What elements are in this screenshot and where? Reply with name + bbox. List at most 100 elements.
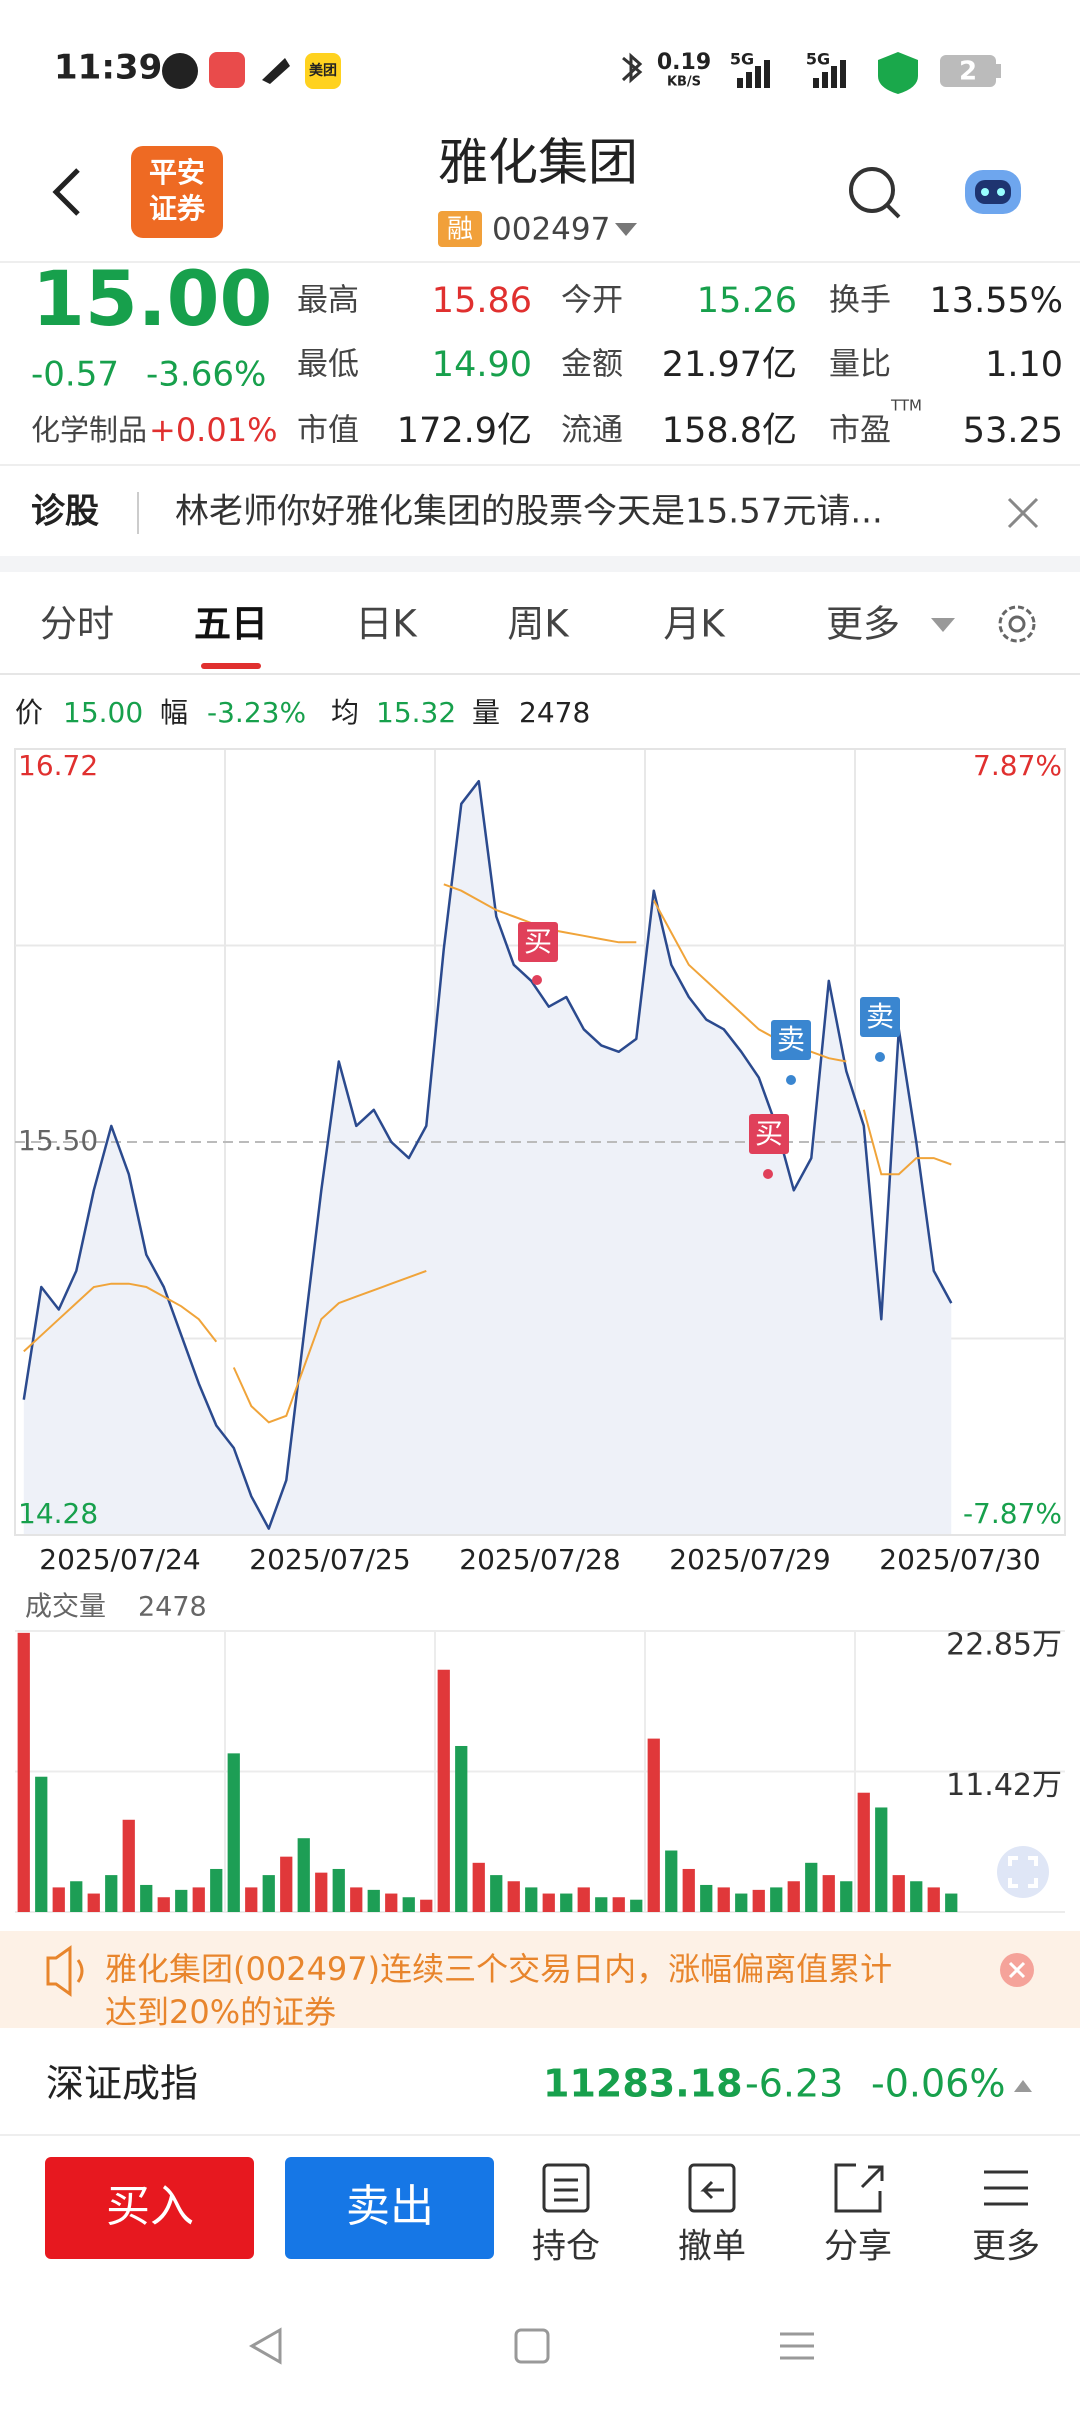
average-line: [652, 899, 847, 1063]
volume-bar: [192, 1887, 205, 1912]
assistant-eye: [997, 188, 1005, 196]
status-app-badge: 美团: [309, 62, 337, 79]
sector-name[interactable]: 化学制品: [31, 413, 147, 447]
volume-bar: [822, 1875, 835, 1912]
volume-bar: [612, 1897, 625, 1912]
tool-label[interactable]: 持仓: [532, 2227, 600, 2267]
volume-bar: [17, 1632, 30, 1912]
status-network: 5G: [730, 50, 754, 69]
assistant-eye: [981, 188, 989, 196]
volume-bar: [927, 1887, 940, 1912]
volume-bar: [420, 1899, 433, 1912]
y-tick-label: 11.42万: [946, 1768, 1062, 1803]
y-tick-label: 14.28: [18, 1497, 98, 1530]
volume-bar: [717, 1887, 730, 1912]
bluetooth-icon: [621, 52, 643, 84]
status-icon: [305, 53, 341, 89]
sell-button[interactable]: [285, 2157, 494, 2259]
status-speed: 0.19: [657, 50, 711, 75]
field-value: 172.9亿: [397, 411, 532, 451]
volume-bar: [630, 1899, 643, 1912]
share-icon[interactable]: [834, 2163, 884, 2213]
trade-marker[interactable]: [771, 1020, 811, 1060]
volume-bar: [315, 1872, 328, 1912]
code-dropdown[interactable]: [615, 223, 637, 236]
tool-label[interactable]: 分享: [824, 2227, 892, 2267]
tab[interactable]: 日K: [355, 603, 418, 646]
signal-icon: [813, 60, 846, 88]
stock-code[interactable]: 002497: [492, 212, 610, 248]
nav-home[interactable]: [514, 2328, 550, 2364]
field-label: 最高: [297, 283, 359, 319]
alert-close-icon: [1008, 1961, 1026, 1979]
volume-bar: [70, 1881, 83, 1912]
volume-bar: [840, 1881, 853, 1912]
fullscreen-button[interactable]: [997, 1846, 1049, 1898]
sector-change: +0.01%: [149, 411, 277, 449]
index-value: 11283.18: [543, 2062, 743, 2106]
alert-text[interactable]: 达到20%的证券: [105, 1993, 336, 2031]
diagnosis-text[interactable]: 林老师你好雅化集团的股票今天是15.57元请...: [175, 492, 883, 532]
stock-name: 雅化集团: [438, 134, 638, 192]
status-icon: [162, 53, 198, 89]
tab[interactable]: 分时: [40, 603, 114, 646]
volume-bar: [682, 1868, 695, 1912]
margin-badge-text: 融: [447, 215, 473, 245]
field-value: 15.86: [432, 281, 532, 321]
holdings-icon[interactable]: [542, 2163, 590, 2213]
search-button[interactable]: [849, 167, 895, 213]
field-sup: TTM: [890, 397, 922, 415]
settings-button[interactable]: [998, 605, 1036, 643]
volume-bar: [402, 1897, 415, 1912]
index-expand[interactable]: [1014, 2080, 1032, 2092]
tab[interactable]: 月K: [663, 603, 726, 646]
x-tick-label: 2025/07/29: [669, 1543, 830, 1576]
tab[interactable]: 周K: [507, 603, 570, 646]
diagnosis-label: 诊股: [31, 492, 99, 532]
sell-label: 卖出: [346, 2181, 434, 2232]
field-value: 21.97亿: [662, 345, 797, 385]
tab[interactable]: 更多: [826, 603, 900, 646]
nav-back[interactable]: [248, 2327, 282, 2365]
price-chart: 14.28 15.50 16.72 -7.87% 7.87% 2025/07/24 2025…: [14, 748, 1066, 1576]
volume-bar: [385, 1893, 398, 1912]
volume-bar: [787, 1881, 800, 1912]
volume-latest: 2478: [138, 1592, 207, 1623]
alert-text[interactable]: 雅化集团(002497)连续三个交易日内，涨幅偏离值累计: [105, 1950, 892, 1988]
price-change-pct: -3.66%: [146, 355, 266, 395]
close-button[interactable]: [1007, 497, 1039, 529]
tool-label[interactable]: 撤单: [678, 2227, 746, 2267]
trade-marker[interactable]: [518, 922, 558, 962]
buy-button[interactable]: [45, 2157, 254, 2259]
volume-bar: [455, 1745, 468, 1912]
info-label: 量: [472, 696, 500, 729]
info-value: 2478: [519, 696, 590, 729]
y-tick-label: 22.85万: [946, 1628, 1062, 1663]
volume-bar: [665, 1850, 678, 1912]
index-name[interactable]: 深证成指: [46, 2062, 198, 2106]
trade-marker-text: 卖: [777, 1023, 805, 1056]
tab-indicator: [201, 663, 261, 669]
trade-dot: [532, 975, 542, 985]
volume-bar: [910, 1881, 923, 1912]
volume-bar: [770, 1887, 783, 1912]
more-icon[interactable]: [984, 2170, 1028, 2206]
tab-active[interactable]: 五日: [194, 603, 268, 646]
x-tick-label: 2025/07/25: [249, 1543, 410, 1576]
index-change: -6.23: [745, 2062, 843, 2106]
status-icon: [209, 52, 245, 88]
volume-bar: [437, 1669, 450, 1912]
tool-label[interactable]: 更多: [972, 2227, 1040, 2267]
y2-tick-label: 7.87%: [973, 749, 1062, 782]
broker-logo[interactable]: [131, 146, 223, 238]
cancel-icon[interactable]: [688, 2163, 736, 2213]
spacer: [0, 556, 1080, 572]
trade-marker[interactable]: [749, 1114, 789, 1154]
buy-label: 买入: [106, 2181, 194, 2232]
back-button[interactable]: [52, 168, 80, 216]
trade-marker[interactable]: [860, 997, 900, 1037]
nav-menu[interactable]: [780, 2332, 814, 2360]
volume-bar: [735, 1893, 748, 1912]
